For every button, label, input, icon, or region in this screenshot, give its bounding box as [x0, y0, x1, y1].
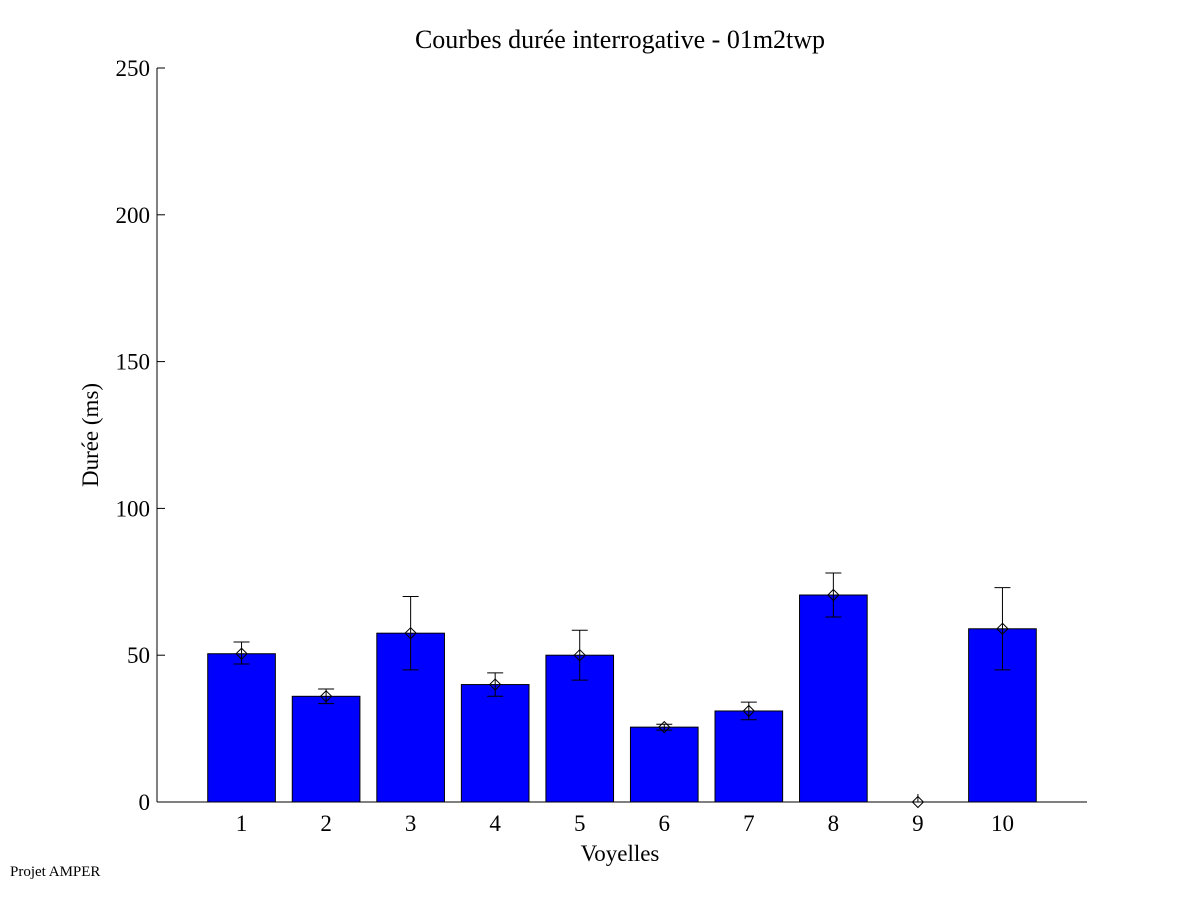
bar-8: [799, 594, 868, 803]
mean-marker-6: [658, 720, 671, 734]
bar-2: [291, 695, 361, 803]
footer-credit: Projet AMPER: [10, 864, 101, 880]
mean-marker-4: [488, 678, 502, 691]
x-tick-label: 6: [659, 811, 671, 836]
y-tick-label: 100: [116, 496, 151, 521]
y-axis-label: Durée (ms): [78, 383, 103, 487]
bar-7: [714, 710, 784, 803]
x-tick-label: 1: [236, 811, 248, 836]
x-tick-label: 4: [489, 811, 501, 836]
x-tick-label: 5: [574, 811, 586, 836]
mean-marker-3: [404, 626, 417, 640]
bar-6: [629, 726, 699, 803]
mean-marker-10: [996, 622, 1009, 635]
x-tick-label: 10: [991, 811, 1014, 836]
y-tick-label: 250: [116, 56, 151, 81]
x-tick-label: 3: [405, 811, 417, 836]
chart-title: Courbes durée interrogative - 01m2twp: [415, 25, 825, 54]
mean-marker-8: [827, 588, 840, 602]
plot-area: 0 50 100 150 200 250 1 2 3 4 5 6 7 8 9 10: [116, 56, 1087, 836]
y-tick-label: 50: [127, 643, 150, 668]
x-tick-label: 7: [743, 811, 755, 836]
y-tick-label: 200: [116, 203, 151, 228]
y-tick-label: 150: [116, 350, 151, 375]
y-tick-label: 0: [139, 790, 151, 815]
bar-1: [207, 653, 276, 803]
mean-marker-7: [742, 704, 756, 718]
mean-marker-9: [911, 795, 925, 809]
x-tick-label: 2: [320, 811, 332, 836]
mean-marker-2: [319, 690, 333, 703]
x-tick-label: 8: [828, 811, 840, 836]
x-axis-label: Voyelles: [581, 841, 660, 866]
mean-marker-1: [235, 647, 248, 660]
x-tick-label: 9: [912, 811, 924, 836]
mean-marker-5: [573, 648, 586, 662]
bar-4: [460, 684, 530, 803]
